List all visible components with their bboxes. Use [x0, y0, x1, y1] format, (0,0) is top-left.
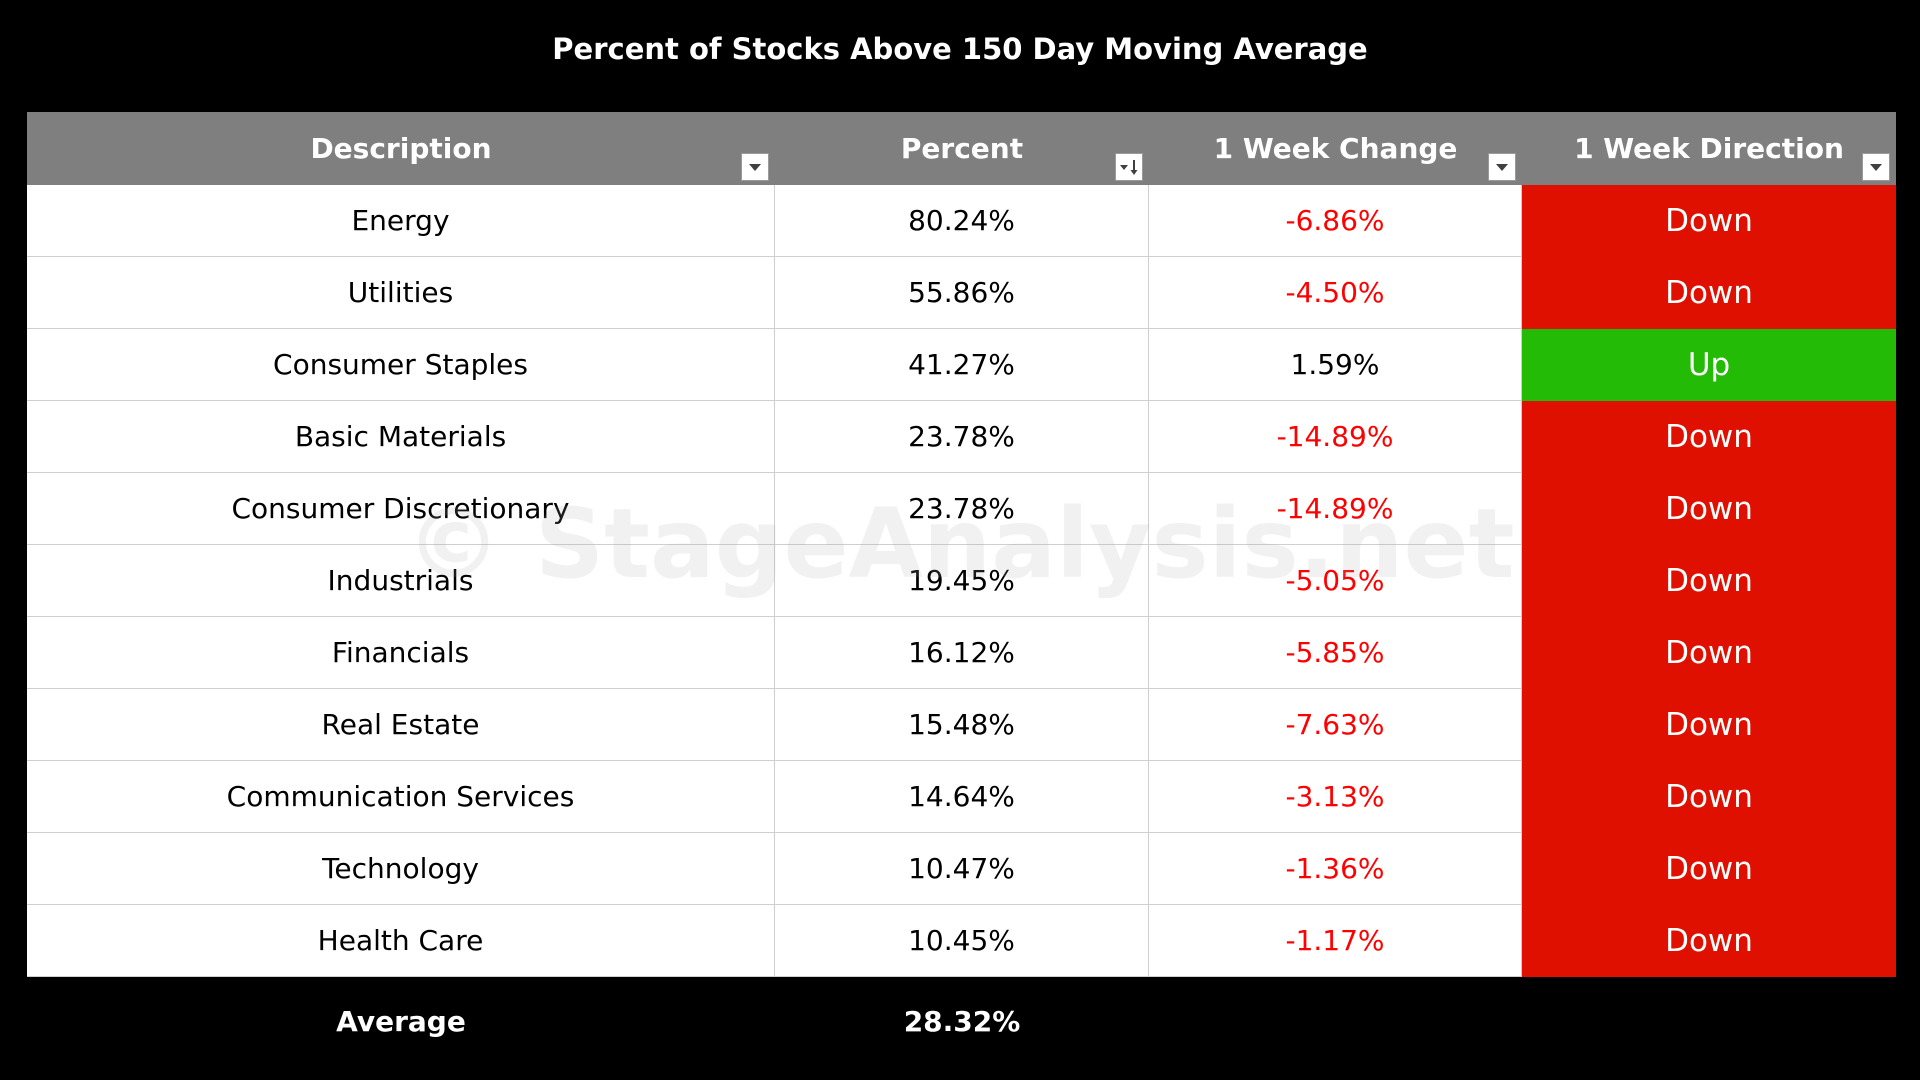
table-row: Communication Services 14.64% -3.13% Down	[27, 761, 1896, 833]
table-row: Financials 16.12% -5.85% Down	[27, 617, 1896, 689]
filter-dropdown-icon[interactable]	[1488, 153, 1516, 181]
cell-percent: 16.12%	[775, 617, 1149, 689]
header-week-change: 1 Week Change	[1149, 112, 1522, 185]
cell-week-change: -3.13%	[1149, 761, 1522, 833]
data-table: Description Percent 1 Week Change	[27, 112, 1896, 1067]
cell-percent: 10.45%	[775, 905, 1149, 977]
table-row: Technology 10.47% -1.36% Down	[27, 833, 1896, 905]
filter-dropdown-icon[interactable]	[741, 153, 769, 181]
cell-description: Utilities	[27, 257, 775, 329]
cell-week-change: -14.89%	[1149, 401, 1522, 473]
cell-week-change: -7.63%	[1149, 689, 1522, 761]
cell-description: Consumer Staples	[27, 329, 775, 401]
header-percent: Percent	[775, 112, 1149, 185]
average-empty-direction	[1522, 977, 1896, 1067]
average-row: Average 28.32%	[27, 977, 1896, 1067]
cell-week-change: -4.50%	[1149, 257, 1522, 329]
cell-week-change: 1.59%	[1149, 329, 1522, 401]
average-label: Average	[27, 977, 775, 1067]
cell-description: Consumer Discretionary	[27, 473, 775, 545]
cell-percent: 80.24%	[775, 185, 1149, 257]
table-row: Basic Materials 23.78% -14.89% Down	[27, 401, 1896, 473]
cell-week-change: -1.17%	[1149, 905, 1522, 977]
cell-week-change: -14.89%	[1149, 473, 1522, 545]
cell-percent: 10.47%	[775, 833, 1149, 905]
header-week-direction-label: 1 Week Direction	[1574, 132, 1844, 165]
table-header-row: Description Percent 1 Week Change	[27, 112, 1896, 185]
cell-percent: 55.86%	[775, 257, 1149, 329]
cell-percent: 14.64%	[775, 761, 1149, 833]
cell-week-direction: Up	[1522, 329, 1896, 401]
filter-dropdown-icon[interactable]	[1862, 153, 1890, 181]
table-row: Consumer Staples 41.27% 1.59% Up	[27, 329, 1896, 401]
cell-percent: 23.78%	[775, 401, 1149, 473]
cell-description: Industrials	[27, 545, 775, 617]
cell-week-direction: Down	[1522, 545, 1896, 617]
cell-description: Basic Materials	[27, 401, 775, 473]
table-row: Industrials 19.45% -5.05% Down	[27, 545, 1896, 617]
cell-week-change: -5.85%	[1149, 617, 1522, 689]
header-description-label: Description	[310, 132, 492, 165]
cell-percent: 19.45%	[775, 545, 1149, 617]
cell-description: Real Estate	[27, 689, 775, 761]
cell-description: Health Care	[27, 905, 775, 977]
cell-percent: 15.48%	[775, 689, 1149, 761]
cell-week-direction: Down	[1522, 833, 1896, 905]
header-week-change-label: 1 Week Change	[1213, 132, 1458, 165]
table-row: Energy 80.24% -6.86% Down	[27, 185, 1896, 257]
table-row: Utilities 55.86% -4.50% Down	[27, 257, 1896, 329]
table-row: Real Estate 15.48% -7.63% Down	[27, 689, 1896, 761]
cell-week-direction: Down	[1522, 761, 1896, 833]
cell-description: Technology	[27, 833, 775, 905]
average-value: 28.32%	[775, 977, 1149, 1067]
cell-description: Energy	[27, 185, 775, 257]
header-percent-label: Percent	[900, 132, 1024, 165]
table-row: Consumer Discretionary 23.78% -14.89% Down	[27, 473, 1896, 545]
cell-week-direction: Down	[1522, 257, 1896, 329]
cell-week-change: -6.86%	[1149, 185, 1522, 257]
cell-week-direction: Down	[1522, 185, 1896, 257]
sort-descending-icon[interactable]	[1115, 153, 1143, 181]
table-row: Health Care 10.45% -1.17% Down	[27, 905, 1896, 977]
cell-description: Financials	[27, 617, 775, 689]
cell-week-direction: Down	[1522, 617, 1896, 689]
cell-percent: 23.78%	[775, 473, 1149, 545]
cell-percent: 41.27%	[775, 329, 1149, 401]
header-week-direction: 1 Week Direction	[1522, 112, 1896, 185]
cell-week-change: -5.05%	[1149, 545, 1522, 617]
cell-week-direction: Down	[1522, 473, 1896, 545]
cell-description: Communication Services	[27, 761, 775, 833]
cell-week-change: -1.36%	[1149, 833, 1522, 905]
chart-title: Percent of Stocks Above 150 Day Moving A…	[552, 32, 1368, 66]
average-empty-change	[1149, 977, 1522, 1067]
cell-week-direction: Down	[1522, 401, 1896, 473]
cell-week-direction: Down	[1522, 905, 1896, 977]
table-body: Energy 80.24% -6.86% Down Utilities 55.86% -4.…	[27, 185, 1896, 977]
cell-week-direction: Down	[1522, 689, 1896, 761]
header-description: Description	[27, 112, 775, 185]
